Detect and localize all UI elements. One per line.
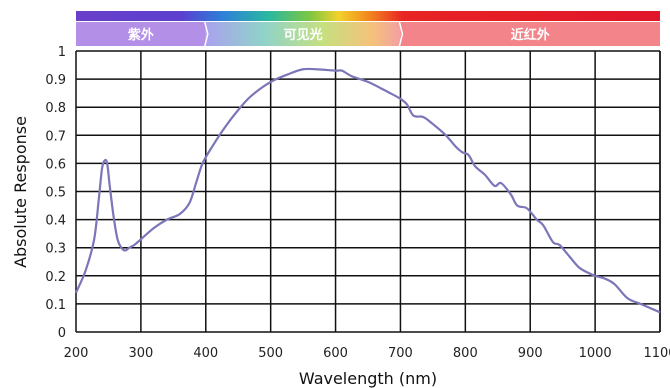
spectrum-strip bbox=[76, 11, 660, 21]
x-tick-label: 500 bbox=[258, 346, 283, 361]
x-tick-label: 800 bbox=[453, 346, 478, 361]
y-tick-label: 1 bbox=[58, 45, 66, 60]
spectrum-bands: 紫外 可见光 近红外 bbox=[76, 11, 660, 47]
y-tick-label: 0.1 bbox=[45, 298, 66, 313]
band-separator-0 bbox=[204, 21, 209, 47]
x-tick-label: 200 bbox=[64, 346, 89, 361]
band-1 bbox=[205, 22, 401, 46]
y-tick-label: 0.6 bbox=[45, 157, 66, 172]
y-tick-label: 0 bbox=[58, 326, 66, 341]
x-tick-label: 900 bbox=[518, 346, 543, 361]
y-tick-label: 0.7 bbox=[45, 129, 66, 144]
x-tick-label: 600 bbox=[323, 346, 348, 361]
x-tick-label: 1000 bbox=[579, 346, 612, 361]
x-tick-label: 300 bbox=[128, 346, 153, 361]
band-separator-1 bbox=[398, 21, 404, 47]
band-0 bbox=[76, 22, 206, 46]
y-tick-label: 0.2 bbox=[45, 270, 66, 285]
series-line-0 bbox=[74, 67, 661, 314]
y-axis-title: Absolute Response bbox=[11, 116, 30, 268]
grid bbox=[75, 50, 661, 333]
x-tick-label: 400 bbox=[193, 346, 218, 361]
series-layer bbox=[74, 67, 661, 314]
y-tick-label: 0.4 bbox=[45, 214, 66, 229]
x-axis-title: Wavelength (nm) bbox=[299, 369, 437, 388]
band-2 bbox=[400, 22, 660, 46]
y-tick-label: 0.9 bbox=[45, 73, 66, 88]
x-tick-label: 700 bbox=[388, 346, 413, 361]
band-label-0: 紫外 bbox=[128, 27, 154, 43]
y-tick-label: 0.5 bbox=[45, 186, 66, 201]
y-tick-label: 0.8 bbox=[45, 101, 66, 116]
band-label-2: 近红外 bbox=[511, 27, 550, 43]
band-label-1: 可见光 bbox=[284, 27, 323, 43]
y-tick-label: 0.3 bbox=[45, 242, 66, 257]
